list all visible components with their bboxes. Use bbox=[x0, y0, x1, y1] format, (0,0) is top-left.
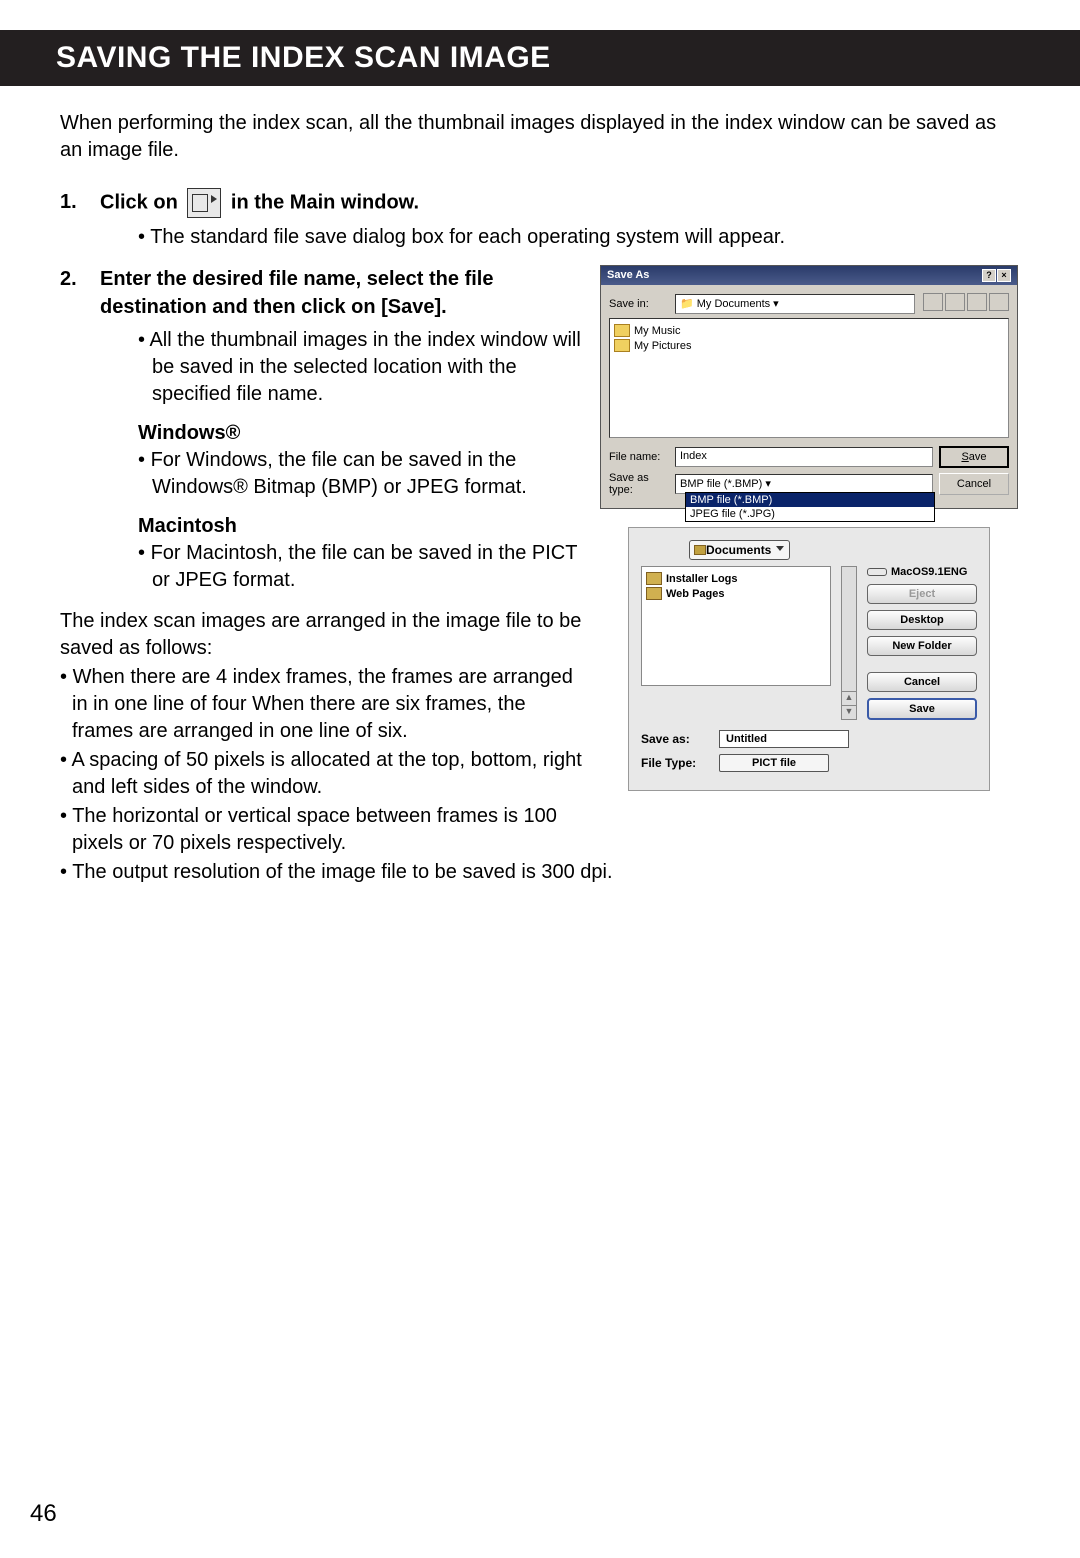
step-1-bullet-text: The standard file save dialog box for ea… bbox=[150, 226, 785, 248]
save-type-select[interactable]: BMP file (*.BMP) ▾ bbox=[675, 474, 933, 494]
save-type-value: BMP file (*.BMP) bbox=[680, 478, 762, 490]
scroll-down-icon[interactable]: ▼ bbox=[842, 705, 856, 719]
mac-folder-item[interactable]: Installer Logs bbox=[646, 571, 826, 586]
macintosh-bullet: • For Macintosh, the file can be saved i… bbox=[138, 540, 586, 594]
win-file-list[interactable]: My Music My Pictures bbox=[609, 318, 1009, 438]
left-column: 2. Enter the desired file name, select t… bbox=[60, 265, 586, 857]
body-bullet-2-text: A spacing of 50 pixels is allocated at t… bbox=[71, 749, 581, 798]
title-bar: SAVING THE INDEX SCAN IMAGE bbox=[0, 30, 1080, 86]
mac-save-as-input[interactable]: Untitled bbox=[719, 730, 849, 748]
body-bullet-3-text: The horizontal or vertical space between… bbox=[72, 805, 557, 854]
step-1-number: 1. bbox=[60, 188, 100, 218]
win-nav-buttons bbox=[921, 293, 1009, 314]
intro-paragraph: When performing the index scan, all the … bbox=[60, 110, 1020, 164]
win-cancel-button[interactable]: Cancel bbox=[939, 473, 1009, 495]
mac-location-popup[interactable]: Documents bbox=[689, 540, 790, 560]
mac-eject-button[interactable]: Eject bbox=[867, 584, 977, 604]
windows-bullet: • For Windows, the file can be saved in … bbox=[138, 447, 586, 501]
save-in-label: Save in: bbox=[609, 298, 669, 310]
mac-web-pages: Web Pages bbox=[666, 588, 725, 600]
step-2: 2. Enter the desired file name, select t… bbox=[60, 265, 586, 321]
step-2-number: 2. bbox=[60, 265, 100, 321]
mac-disk-label: MacOS9.1ENG bbox=[867, 566, 977, 578]
mac-bullet-text: For Macintosh, the file can be saved in … bbox=[151, 542, 578, 591]
mac-installer-logs: Installer Logs bbox=[666, 573, 738, 585]
up-icon[interactable] bbox=[945, 293, 965, 311]
page-title: SAVING THE INDEX SCAN IMAGE bbox=[56, 41, 551, 75]
body-paragraph: The index scan images are arranged in th… bbox=[60, 608, 586, 662]
macintosh-heading: Macintosh bbox=[138, 515, 586, 538]
mac-newfolder-button[interactable]: New Folder bbox=[867, 636, 977, 656]
windows-heading: Windows® bbox=[138, 422, 586, 445]
step-2-bullet: • All the thumbnail images in the index … bbox=[138, 327, 586, 408]
save-in-select[interactable]: 📁 My Documents ▾ bbox=[675, 294, 915, 314]
folder-my-music: My Music bbox=[634, 325, 680, 337]
body-bullet-3: • The horizontal or vertical space betwe… bbox=[60, 803, 586, 857]
step-1-suffix: in the Main window. bbox=[225, 191, 419, 213]
step-2-bullet-text: All the thumbnail images in the index wi… bbox=[149, 329, 580, 405]
save-in-value: My Documents bbox=[697, 298, 770, 310]
right-column: Save As ?× Save in: 📁 My Documents ▾ bbox=[600, 265, 1020, 857]
mac-save-dialog: Documents Installer Logs Web Pages ▲▼ Ma… bbox=[628, 527, 990, 791]
mac-desktop-button[interactable]: Desktop bbox=[867, 610, 977, 630]
content-area: When performing the index scan, all the … bbox=[0, 86, 1080, 886]
mac-save-as-label: Save as: bbox=[641, 732, 711, 746]
save-type-dropdown-list[interactable]: BMP file (*.BMP) JPEG file (*.JPG) bbox=[685, 492, 935, 522]
mac-file-list[interactable]: Installer Logs Web Pages bbox=[641, 566, 831, 686]
body-bullet-1: • When there are 4 index frames, the fra… bbox=[60, 664, 586, 745]
mac-save-button[interactable]: Save bbox=[867, 698, 977, 720]
step-1-text: Click on in the Main window. bbox=[100, 188, 1020, 218]
mac-disk-name: MacOS9.1ENG bbox=[891, 566, 967, 578]
mac-cancel-button[interactable]: Cancel bbox=[867, 672, 977, 692]
folder-item[interactable]: My Pictures bbox=[614, 338, 1004, 353]
new-folder-icon[interactable] bbox=[967, 293, 987, 311]
save-type-label: Save as type: bbox=[609, 472, 669, 496]
save-index-icon bbox=[187, 188, 221, 218]
file-name-input[interactable]: Index bbox=[675, 447, 933, 467]
dd-option-bmp[interactable]: BMP file (*.BMP) bbox=[686, 493, 934, 507]
mac-filetype-select[interactable]: PICT file bbox=[719, 754, 829, 772]
folder-my-pictures: My Pictures bbox=[634, 340, 691, 352]
mac-filetype-label: File Type: bbox=[641, 756, 711, 770]
windows-bullet-text: For Windows, the file can be saved in th… bbox=[151, 449, 527, 498]
step-1-prefix: Click on bbox=[100, 191, 183, 213]
page-number: 46 bbox=[30, 1500, 57, 1528]
body-bullet-2: • A spacing of 50 pixels is allocated at… bbox=[60, 747, 586, 801]
scroll-up-icon[interactable]: ▲ bbox=[842, 691, 856, 705]
win-titlebar: Save As ?× bbox=[601, 266, 1017, 285]
step-1-bullet: • The standard file save dialog box for … bbox=[138, 224, 1020, 251]
windows-save-dialog: Save As ?× Save in: 📁 My Documents ▾ bbox=[600, 265, 1018, 509]
body-bullet-4-text: The output resolution of the image file … bbox=[72, 861, 612, 883]
mac-location-label: Documents bbox=[706, 543, 771, 557]
file-name-label: File name: bbox=[609, 451, 669, 463]
body-bullet-4: • The output resolution of the image fil… bbox=[60, 859, 1020, 886]
view-icon[interactable] bbox=[989, 293, 1009, 311]
win-help-button[interactable]: ? bbox=[982, 269, 996, 282]
win-close-button[interactable]: × bbox=[997, 269, 1011, 282]
step-2-text: Enter the desired file name, select the … bbox=[100, 265, 586, 321]
body-bullet-1-text: When there are 4 index frames, the frame… bbox=[72, 666, 573, 742]
folder-item[interactable]: My Music bbox=[614, 323, 1004, 338]
back-icon[interactable] bbox=[923, 293, 943, 311]
mac-folder-item[interactable]: Web Pages bbox=[646, 586, 826, 601]
mac-scrollbar[interactable]: ▲▼ bbox=[841, 566, 857, 720]
win-save-button[interactable]: Save bbox=[939, 446, 1009, 468]
dd-option-jpeg[interactable]: JPEG file (*.JPG) bbox=[686, 507, 934, 521]
step-1: 1. Click on in the Main window. bbox=[60, 188, 1020, 218]
win-dialog-title: Save As bbox=[607, 269, 649, 282]
